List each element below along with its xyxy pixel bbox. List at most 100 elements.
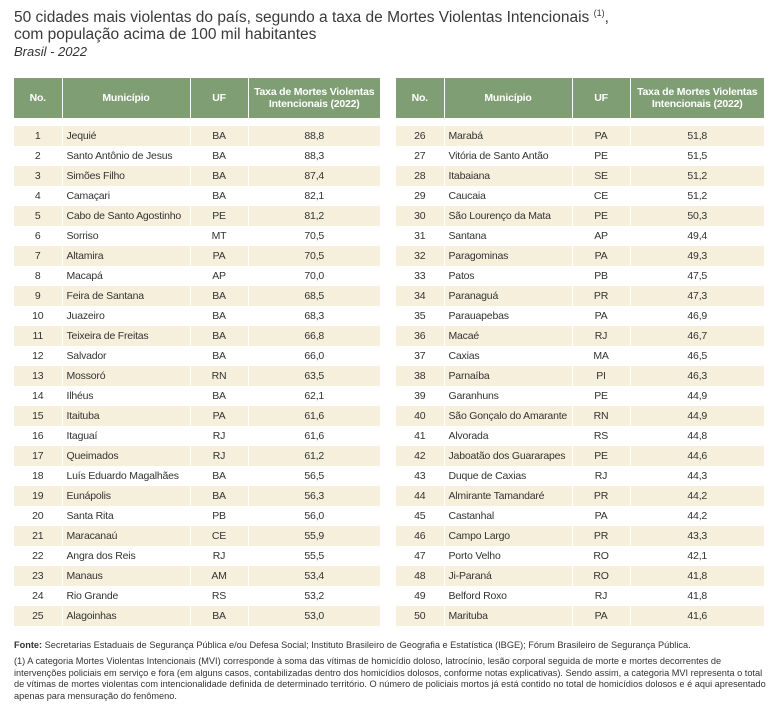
data-table: No. Município UF Taxa de Mortes Violentas I…	[14, 78, 380, 626]
municipality: Santa Rita	[62, 506, 191, 526]
table-row: 8 Macapá AP 70,0	[14, 266, 380, 286]
municipality: Rio Grande	[62, 586, 191, 606]
row-number: 13	[14, 366, 63, 386]
table-row: 44 Almirante Tamandaré PR 44,2	[396, 486, 764, 506]
municipality: Porto Velho	[444, 546, 573, 566]
table-row: 26 Marabá PA 51,8	[396, 126, 764, 146]
state: BA	[190, 386, 249, 406]
state: MA	[572, 346, 631, 366]
municipality: Vitória de Santo Antão	[444, 146, 573, 166]
row-number: 27	[396, 146, 445, 166]
municipality: Queimados	[62, 446, 191, 466]
footnote: (1) A categoria Mortes Violentas Intenci…	[14, 656, 766, 701]
table-row: 45 Castanhal PA 44,2	[396, 506, 764, 526]
rate: 41,8	[630, 566, 764, 586]
rate: 41,6	[630, 606, 764, 626]
column-header: UF	[190, 78, 249, 118]
state: BA	[190, 146, 249, 166]
municipality: Alagoinhas	[62, 606, 191, 626]
municipality: Caucaia	[444, 186, 573, 206]
rate: 51,8	[630, 126, 764, 146]
rate: 66,0	[304, 350, 325, 362]
state: PR	[572, 486, 631, 506]
title-line: com população acima de 100 mil habitante…	[14, 26, 317, 43]
source: Fonte: Secretarias Estaduais de Seguranç…	[14, 640, 766, 652]
municipality: Itaguaí	[62, 426, 191, 446]
row-number: 17	[14, 446, 63, 466]
row-number: 38	[396, 366, 445, 386]
state: BA	[190, 126, 249, 146]
spacer-cell	[248, 118, 380, 126]
column-header: No.	[14, 78, 63, 118]
source-label: Fonte:	[14, 640, 43, 650]
state: AP	[190, 266, 249, 286]
rate: 51,2	[630, 166, 764, 186]
table-row: 43 Duque de Caxias RJ 44,3	[396, 466, 764, 486]
municipality: Duque de Caxias	[444, 466, 573, 486]
header-row: No. Município UF Taxa de Mortes Violentas I…	[14, 78, 380, 118]
state: PR	[572, 286, 631, 306]
table-row: 16 Itaguaí RJ 61,6	[14, 426, 380, 446]
municipality: Garanhuns	[444, 386, 573, 406]
state: RO	[572, 546, 631, 566]
state: BA	[190, 486, 249, 506]
table-row: 14 Ilhéus BA 62,1	[14, 386, 380, 406]
row-number: 10	[14, 306, 63, 326]
municipality: Marabá	[444, 126, 573, 146]
rate: 44,9	[630, 406, 764, 426]
rate: 88,3	[304, 150, 325, 162]
table-row: 50 Marituba PA 41,6	[396, 606, 764, 626]
municipality: Caxias	[444, 346, 573, 366]
rate: 56,3	[248, 486, 380, 506]
table-row: 13 Mossoró RN 63,5	[14, 366, 380, 386]
municipality: Manaus	[62, 566, 191, 586]
rate: 61,6	[304, 430, 325, 442]
row-number: 7	[14, 246, 63, 266]
row-number: 8	[14, 266, 63, 286]
row-number: 12	[14, 346, 63, 366]
state: BA	[190, 306, 249, 326]
row-number: 33	[396, 266, 445, 286]
data-table: No. Município UF Taxa de Mortes Violentas I…	[396, 78, 764, 626]
column-header: No.	[396, 78, 445, 118]
spacer-cell	[62, 118, 191, 126]
rate: 53,4	[248, 566, 380, 586]
municipality: Salvador	[62, 346, 191, 366]
row-number: 21	[14, 526, 63, 546]
state: PA	[190, 246, 249, 266]
rate: 49,3	[630, 246, 764, 266]
state: PE	[572, 386, 631, 406]
municipality: Campo Largo	[444, 526, 573, 546]
row-number: 5	[14, 206, 63, 226]
rate: 42,1	[687, 550, 708, 562]
municipality: Parnaíba	[444, 366, 573, 386]
municipality: Jequié	[62, 126, 191, 146]
table-row: 12 Salvador BA 66,0	[14, 346, 380, 366]
municipality: Santana	[444, 226, 573, 246]
rate: 70,5	[304, 230, 325, 242]
municipality: Ji-Paraná	[444, 566, 573, 586]
rate: 63,5	[248, 366, 380, 386]
municipality: Parauapebas	[444, 306, 573, 326]
row-number: 48	[396, 566, 445, 586]
column-header: Município	[444, 78, 573, 118]
municipality: Eunápolis	[62, 486, 191, 506]
rate: 56,0	[304, 510, 325, 522]
row-number: 14	[14, 386, 63, 406]
spacer-cell	[396, 118, 445, 126]
title-line: 50 cidades mais violentas do país, segun…	[14, 8, 609, 27]
rate: 68,3	[304, 310, 325, 322]
row-number: 22	[14, 546, 63, 566]
header-row: No. Município UF Taxa de Mortes Violentas I…	[396, 78, 764, 118]
rate: 56,5	[304, 470, 325, 482]
state: RJ	[572, 466, 631, 486]
table-row: 34 Paranaguá PR 47,3	[396, 286, 764, 306]
rate: 62,1	[304, 390, 325, 402]
spacer-row	[396, 118, 764, 126]
table-row: 37 Caxias MA 46,5	[396, 346, 764, 366]
column-header: Município	[62, 78, 191, 118]
row-number: 29	[396, 186, 445, 206]
table-row: 36 Macaé RJ 46,7	[396, 326, 764, 346]
state: RN	[190, 366, 249, 386]
municipality: Patos	[444, 266, 573, 286]
